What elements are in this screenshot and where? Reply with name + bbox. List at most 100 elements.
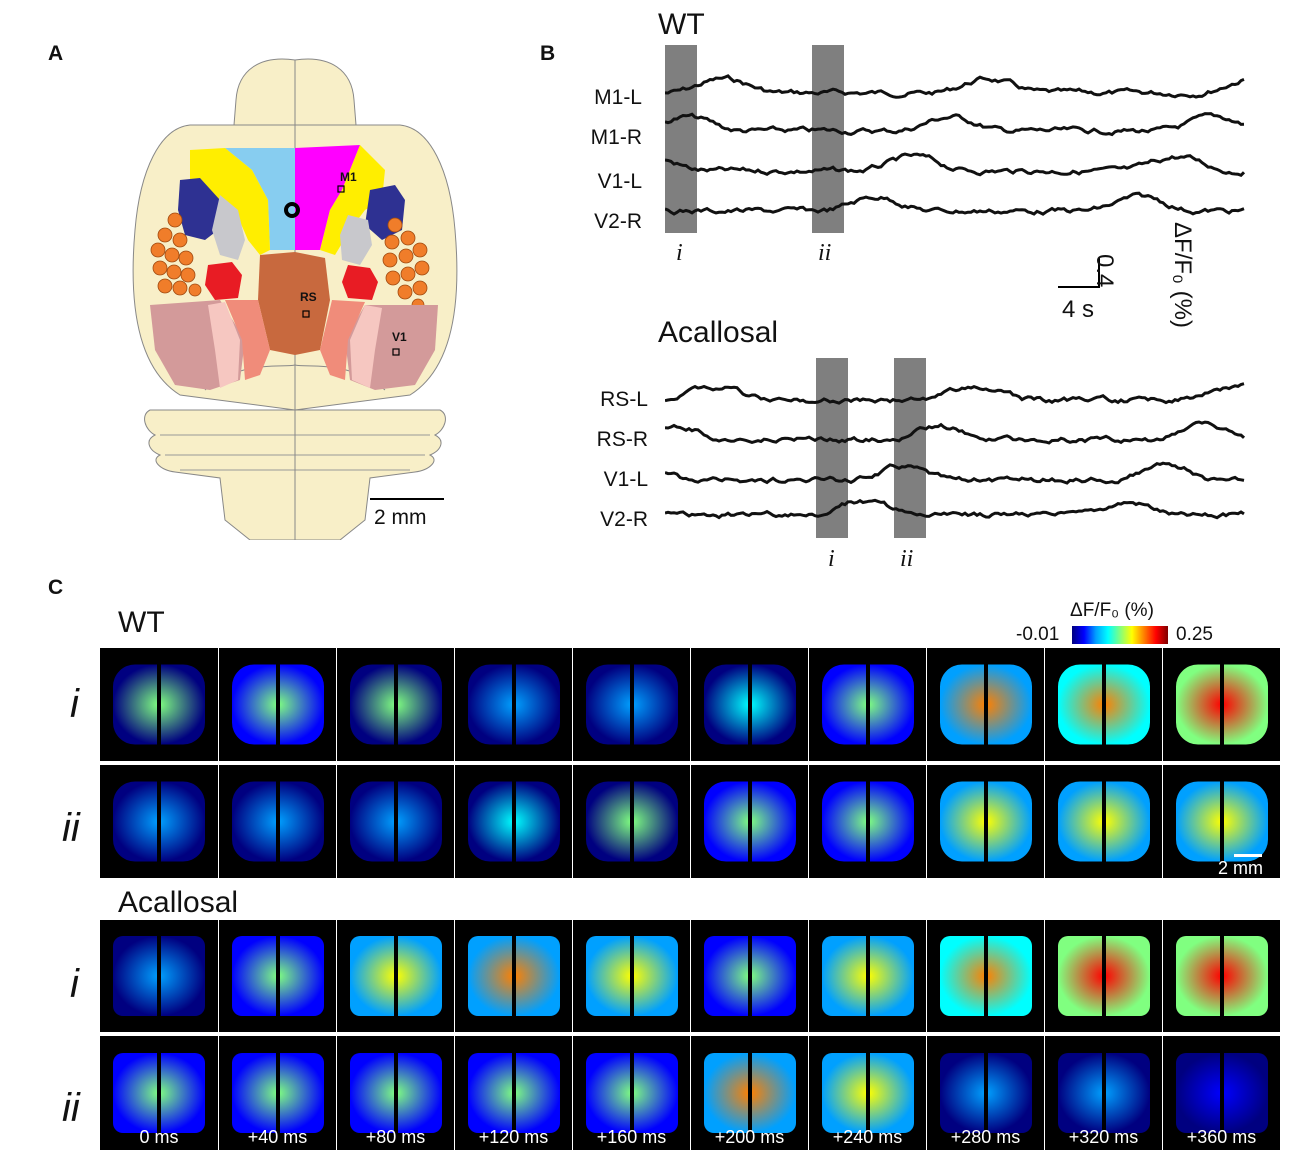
frame-ac-ii-1: +40 ms xyxy=(218,1036,336,1150)
area-v-pink-right xyxy=(350,305,382,388)
area-red-left xyxy=(205,262,242,300)
frame-wt-i-8 xyxy=(1044,648,1162,761)
area-barrel-right xyxy=(382,217,430,312)
frame-wt-ii-4 xyxy=(572,765,690,878)
frame-ac-i-6 xyxy=(808,920,926,1032)
frame-ac-i-4 xyxy=(572,920,690,1032)
frame-ac-ii-3: +120 ms xyxy=(454,1036,572,1150)
wt-epoch-ii-label: ii xyxy=(818,240,832,266)
wt-trace-label-1: M1-L xyxy=(594,86,642,109)
time-label-4: +160 ms xyxy=(596,1127,667,1147)
frame-wt-i-0 xyxy=(100,648,218,761)
scale-label-y: 0.4 xyxy=(1091,254,1118,288)
image-strip-ac-i xyxy=(100,920,1280,1032)
label-v1: V1 xyxy=(392,330,407,344)
scale-label-c: 2 mm xyxy=(1218,858,1263,878)
olfactory-bulb-right xyxy=(294,58,357,126)
frame-wt-ii-1 xyxy=(218,765,336,878)
wt-trace-2 xyxy=(665,112,1245,137)
time-label-8: +320 ms xyxy=(1068,1127,1139,1147)
image-strip-wt-ii xyxy=(100,765,1280,878)
colorbar xyxy=(1072,626,1168,644)
area-rs xyxy=(258,252,330,355)
ac-trace-label-4: V2-R xyxy=(600,508,648,531)
frame-wt-ii-6 xyxy=(808,765,926,878)
area-s1-right xyxy=(320,145,385,255)
frame-ac-i-5 xyxy=(690,920,808,1032)
time-label-7: +280 ms xyxy=(950,1127,1021,1147)
ac-trace-1 xyxy=(665,382,1245,405)
area-grey-right xyxy=(340,215,372,265)
ac-epoch-i-bar xyxy=(816,358,848,538)
panel-b-label: B xyxy=(540,42,556,65)
scale-label-x: 4 s xyxy=(1062,296,1095,323)
acallosal-title: Acallosal xyxy=(658,316,779,349)
frame-wt-i-7 xyxy=(926,648,1044,761)
bregma-marker xyxy=(284,202,300,218)
panel-a-label: A xyxy=(48,42,64,65)
time-label-5: +200 ms xyxy=(714,1127,785,1147)
row-label-wt-ii: ii xyxy=(62,806,80,850)
frame-wt-i-5 xyxy=(690,648,808,761)
frame-ac-ii-4: +160 ms xyxy=(572,1036,690,1150)
wt-trace-4 xyxy=(665,191,1245,216)
frame-wt-ii-3 xyxy=(454,765,572,878)
frame-ac-i-2 xyxy=(336,920,454,1032)
scale-bar-a xyxy=(370,498,444,500)
wt-title: WT xyxy=(658,8,705,41)
brain-schematic xyxy=(132,58,458,540)
ac-trace-label-1: RS-L xyxy=(600,388,648,411)
row-label-ac-i: i xyxy=(70,962,79,1006)
area-s2-left xyxy=(178,178,220,240)
colorbar-min: -0.01 xyxy=(1016,624,1060,645)
image-strip-ac-ii: 0 ms +40 ms +80 ms +120 ms +160 ms +200 ms +24… xyxy=(100,1036,1280,1150)
frame-wt-i-2 xyxy=(336,648,454,761)
wt-trace-label-2: M1-R xyxy=(590,126,642,149)
frame-ac-ii-2: +80 ms xyxy=(336,1036,454,1150)
wt-epoch-i-bar xyxy=(665,45,697,233)
olfactory-bulb-left xyxy=(233,58,296,126)
colorbar-max: 0.25 xyxy=(1176,624,1213,645)
ac-trace-2 xyxy=(665,420,1245,445)
area-m1 xyxy=(295,145,360,250)
frame-ac-i-3 xyxy=(454,920,572,1032)
acallosal-traces xyxy=(665,382,1245,520)
row-label-wt-i: i xyxy=(70,682,79,726)
area-red-right xyxy=(342,265,378,300)
panel-c-label: C xyxy=(48,576,64,599)
frame-wt-i-4 xyxy=(572,648,690,761)
colorbar-title: ΔF/F₀ (%) xyxy=(1070,600,1154,621)
frame-wt-i-1 xyxy=(218,648,336,761)
area-m2 xyxy=(225,148,295,250)
scale-label-a: 2 mm xyxy=(374,506,427,529)
frame-ac-i-7 xyxy=(926,920,1044,1032)
roi-rs xyxy=(302,310,310,318)
frame-wt-ii-2 xyxy=(336,765,454,878)
time-label-6: +240 ms xyxy=(832,1127,903,1147)
area-barrel-left xyxy=(150,212,202,297)
area-v-mid-left xyxy=(225,300,270,380)
wt-trace-label-4: V2-R xyxy=(594,210,642,233)
ac-trace-label-3: V1-L xyxy=(603,468,648,491)
time-label-2: +80 ms xyxy=(365,1127,426,1147)
time-label-0: 0 ms xyxy=(139,1127,179,1147)
ac-trace-3 xyxy=(665,461,1245,485)
frame-wt-ii-8 xyxy=(1044,765,1162,878)
scale-bar-b-vertical xyxy=(1098,258,1100,288)
area-grey-left xyxy=(212,195,245,260)
wt-traces xyxy=(665,74,1245,216)
roi-v1 xyxy=(392,348,400,356)
ac-epoch-i-label: i xyxy=(828,546,835,572)
roi-m1 xyxy=(337,185,345,193)
wt-trace-1 xyxy=(665,74,1245,99)
wt-trace-3 xyxy=(665,152,1245,178)
image-strip-wt-i xyxy=(100,648,1280,761)
wt-epoch-i-label: i xyxy=(676,240,683,266)
frame-wt-ii-9 xyxy=(1162,765,1280,878)
scale-bar-b-horizontal xyxy=(1058,286,1100,288)
frame-wt-ii-7 xyxy=(926,765,1044,878)
ac-epoch-ii-bar xyxy=(894,358,926,538)
label-m1: M1 xyxy=(340,170,357,184)
frame-wt-ii-0 xyxy=(100,765,218,878)
wt-epoch-ii-bar xyxy=(812,45,844,233)
